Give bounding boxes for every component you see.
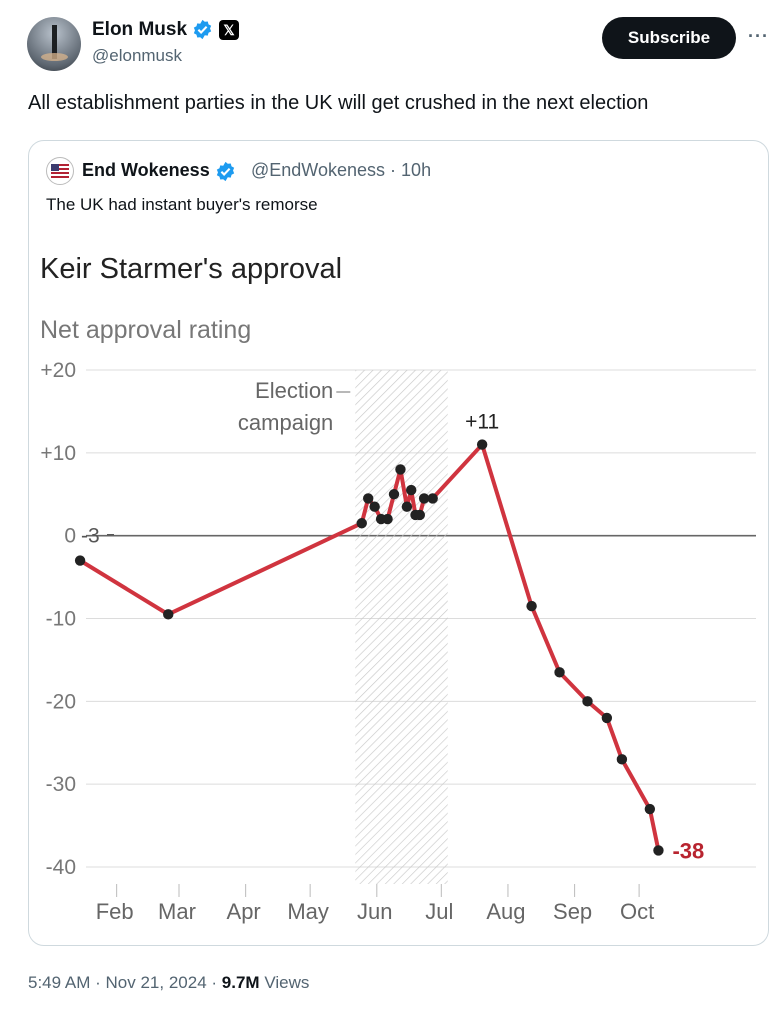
data-point [356, 518, 367, 529]
x-tick-label: Jun [357, 899, 392, 924]
data-point [526, 600, 537, 612]
tweet-time[interactable]: 5:49 AM [28, 973, 91, 992]
chart-title: Keir Starmer's approval [40, 253, 342, 285]
election-campaign-region [355, 370, 448, 884]
x-tick-label: Aug [486, 899, 525, 924]
verified-badge-icon [194, 20, 212, 40]
quoted-tweet-age[interactable]: 10h [401, 160, 432, 180]
author-name[interactable]: Elon Musk [92, 19, 213, 41]
tweet-text: All establishment parties in the UK will… [28, 92, 649, 114]
approval-line-chart[interactable]: Keir Starmer's approval Net approval rat… [36, 240, 762, 930]
quoted-author-name-text[interactable]: End Wokeness [82, 160, 210, 180]
author-handle[interactable]: @elonmusk [92, 46, 183, 65]
y-tick-label: -30 [46, 773, 76, 796]
quoted-author-meta: @EndWokeness · 10h [251, 160, 431, 181]
x-tick-label: Apr [227, 899, 261, 924]
x-tick-label: Sep [553, 899, 592, 924]
y-tick-label: +10 [40, 442, 76, 465]
data-point [418, 493, 430, 504]
data-point [601, 712, 613, 724]
quoted-tweet-text: The UK had instant buyer's remorse [46, 195, 318, 214]
data-point [476, 439, 488, 450]
y-tick-label: +20 [40, 359, 76, 382]
quoted-author-name[interactable]: End Wokeness [82, 160, 236, 182]
x-tick-label: Oct [620, 899, 654, 924]
data-point [401, 501, 413, 512]
x-tick-label: Jul [425, 899, 453, 924]
x-tick-label: Mar [158, 899, 196, 924]
shaded-region [355, 370, 448, 884]
y-tick-label: 0 [64, 525, 76, 548]
x-tick-label: Feb [96, 899, 134, 924]
y-tick-label: -10 [46, 608, 76, 631]
data-point [363, 493, 374, 504]
meta-separator: · [95, 973, 101, 992]
x-tick-label: May [287, 899, 329, 924]
meta-separator: · [211, 973, 218, 992]
quoted-tweet-card[interactable] [28, 140, 769, 946]
meta-separator: · [390, 160, 397, 180]
data-point [644, 803, 656, 815]
data-point [427, 493, 438, 504]
region-label: Election [255, 378, 333, 403]
author-name-text[interactable]: Elon Musk [92, 19, 188, 40]
chart-subtitle: Net approval rating [40, 316, 251, 344]
data-point [395, 464, 406, 475]
views-label: Views [264, 973, 310, 992]
views-count: 9.7M [221, 973, 260, 992]
x-affiliation-icon: 𝕏 [219, 20, 239, 40]
data-point [554, 667, 565, 678]
tweet-date[interactable]: Nov 21, 2024 [105, 973, 207, 992]
quoted-author-avatar[interactable] [46, 157, 74, 185]
more-options-icon[interactable]: ··· [748, 26, 769, 46]
data-point [616, 754, 628, 765]
data-point [382, 513, 393, 525]
data-point [582, 696, 593, 707]
end-value-label: -38 [672, 838, 704, 863]
data-point [74, 555, 86, 566]
author-avatar[interactable] [27, 17, 81, 71]
data-point [414, 509, 425, 521]
data-point [369, 501, 380, 512]
subscribe-button[interactable]: Subscribe [602, 17, 736, 59]
tweet-metadata: 5:49 AM · Nov 21, 2024 · 9.7M Views [28, 973, 309, 993]
data-point [653, 845, 664, 856]
data-point [406, 484, 417, 496]
start-value-label: -3 [81, 525, 100, 548]
y-tick-label: -20 [46, 690, 76, 713]
quoted-author-handle[interactable]: @EndWokeness [251, 160, 386, 180]
verified-badge-icon [216, 161, 234, 181]
data-point [163, 609, 174, 620]
y-tick-label: -40 [46, 856, 76, 879]
chart-labels: +20 +10 0 -10 -20 -30 -40 Election campaign Feb Ma… [40, 359, 704, 924]
region-label: campaign [238, 410, 333, 435]
peak-value-label: +11 [465, 411, 499, 434]
data-points [74, 439, 664, 856]
data-point [388, 489, 400, 500]
